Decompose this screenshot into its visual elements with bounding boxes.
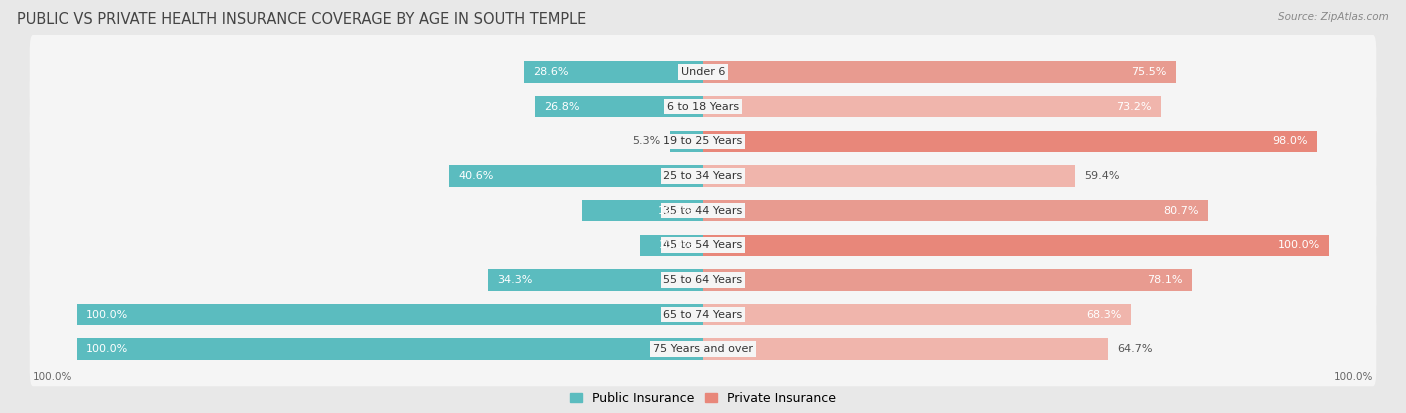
Text: 100.0%: 100.0% — [1334, 372, 1374, 382]
FancyBboxPatch shape — [30, 139, 1376, 213]
Bar — [703, 131, 1317, 152]
Text: PUBLIC VS PRIVATE HEALTH INSURANCE COVERAGE BY AGE IN SOUTH TEMPLE: PUBLIC VS PRIVATE HEALTH INSURANCE COVER… — [17, 12, 586, 27]
Text: 64.7%: 64.7% — [1118, 344, 1153, 354]
Text: 34.3%: 34.3% — [498, 275, 533, 285]
Bar — [703, 62, 1175, 83]
Bar — [77, 304, 703, 325]
Bar — [703, 96, 1161, 117]
Text: 25 to 34 Years: 25 to 34 Years — [664, 171, 742, 181]
FancyBboxPatch shape — [30, 312, 1376, 386]
FancyBboxPatch shape — [30, 35, 1376, 109]
Text: 68.3%: 68.3% — [1085, 310, 1122, 320]
Text: 98.0%: 98.0% — [1272, 136, 1308, 146]
Text: Under 6: Under 6 — [681, 67, 725, 77]
FancyBboxPatch shape — [30, 173, 1376, 248]
Legend: Public Insurance, Private Insurance: Public Insurance, Private Insurance — [567, 389, 839, 407]
Text: 59.4%: 59.4% — [1084, 171, 1121, 181]
Bar — [703, 269, 1192, 291]
Text: 26.8%: 26.8% — [544, 102, 581, 112]
FancyBboxPatch shape — [30, 104, 1376, 178]
FancyBboxPatch shape — [30, 70, 1376, 144]
Text: 10.0%: 10.0% — [658, 240, 693, 250]
Text: 100.0%: 100.0% — [1278, 240, 1320, 250]
Text: 35 to 44 Years: 35 to 44 Years — [664, 206, 742, 216]
Text: 80.7%: 80.7% — [1164, 206, 1199, 216]
Text: 78.1%: 78.1% — [1147, 275, 1182, 285]
Text: 100.0%: 100.0% — [86, 344, 128, 354]
Bar — [703, 304, 1130, 325]
Text: 19 to 25 Years: 19 to 25 Years — [664, 136, 742, 146]
Text: 65 to 74 Years: 65 to 74 Years — [664, 310, 742, 320]
Bar — [77, 338, 703, 360]
Text: 100.0%: 100.0% — [86, 310, 128, 320]
Bar — [703, 338, 1108, 360]
Text: 6 to 18 Years: 6 to 18 Years — [666, 102, 740, 112]
Bar — [488, 269, 703, 291]
FancyBboxPatch shape — [30, 243, 1376, 317]
Bar — [582, 200, 703, 221]
Text: 75 Years and over: 75 Years and over — [652, 344, 754, 354]
Bar — [524, 62, 703, 83]
Bar — [703, 235, 1329, 256]
Text: 19.3%: 19.3% — [658, 206, 693, 216]
Text: 40.6%: 40.6% — [458, 171, 494, 181]
Bar — [703, 200, 1208, 221]
Text: Source: ZipAtlas.com: Source: ZipAtlas.com — [1278, 12, 1389, 22]
Bar — [536, 96, 703, 117]
Text: 73.2%: 73.2% — [1116, 102, 1152, 112]
Bar — [640, 235, 703, 256]
Text: 55 to 64 Years: 55 to 64 Years — [664, 275, 742, 285]
Text: 100.0%: 100.0% — [32, 372, 72, 382]
FancyBboxPatch shape — [30, 278, 1376, 351]
Text: 5.3%: 5.3% — [633, 136, 661, 146]
Text: 28.6%: 28.6% — [533, 67, 569, 77]
Text: 45 to 54 Years: 45 to 54 Years — [664, 240, 742, 250]
FancyBboxPatch shape — [30, 208, 1376, 282]
Bar — [669, 131, 703, 152]
Bar — [449, 165, 703, 187]
Text: 75.5%: 75.5% — [1130, 67, 1167, 77]
Bar — [703, 165, 1076, 187]
